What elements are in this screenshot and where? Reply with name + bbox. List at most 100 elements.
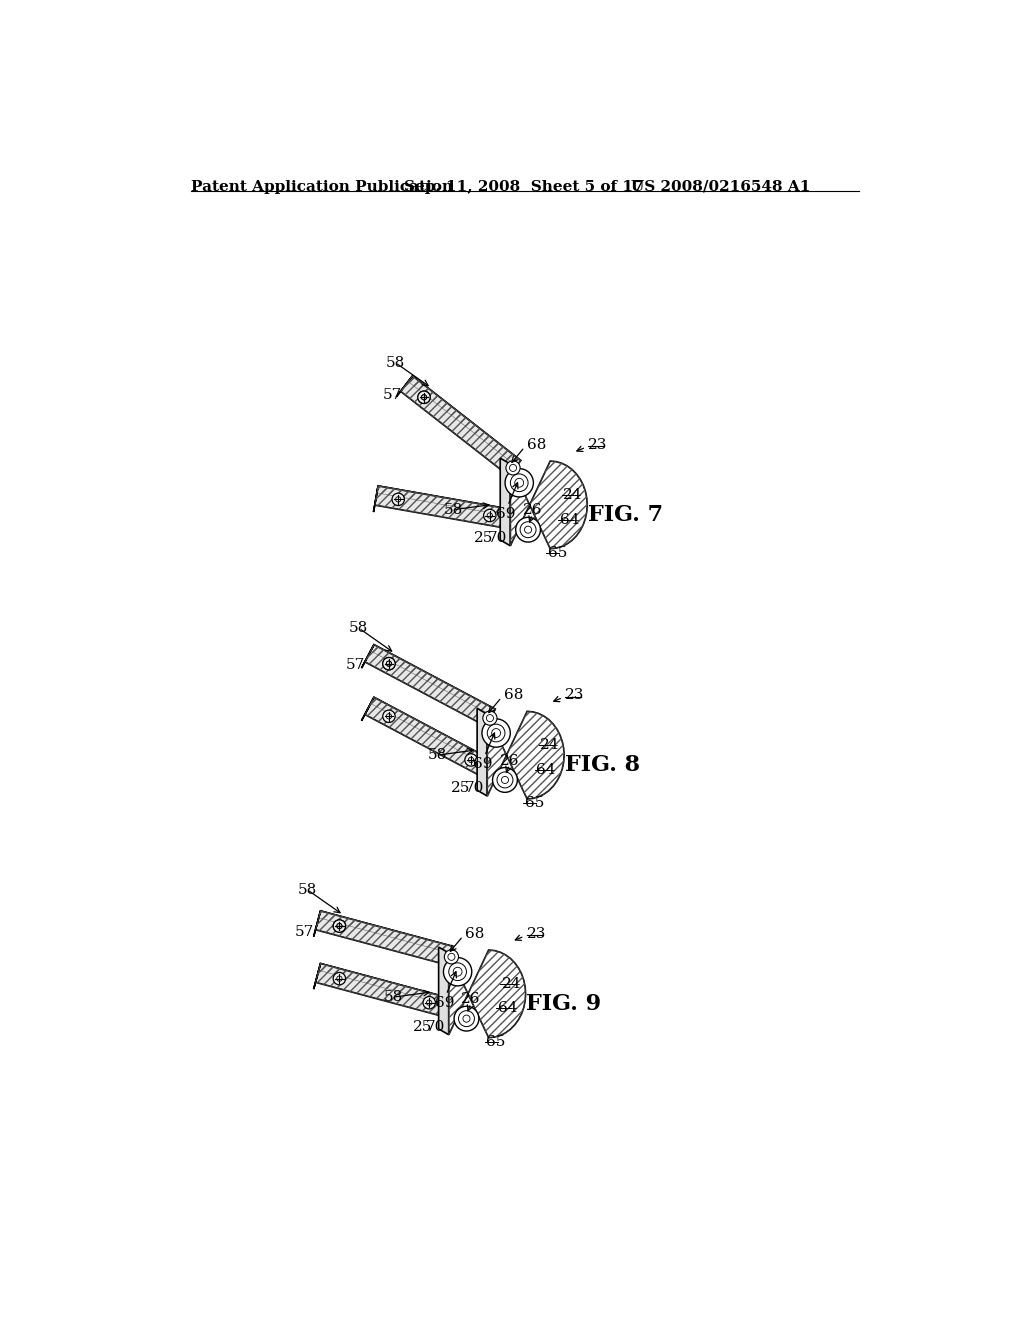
Circle shape (333, 920, 346, 932)
Polygon shape (313, 911, 321, 937)
Circle shape (487, 725, 505, 742)
Circle shape (423, 997, 435, 1008)
Circle shape (449, 962, 467, 981)
Polygon shape (365, 697, 496, 779)
Circle shape (383, 657, 395, 669)
Circle shape (486, 714, 494, 722)
Polygon shape (315, 964, 453, 1018)
Polygon shape (409, 376, 521, 466)
Text: 57: 57 (383, 388, 402, 403)
Text: 26: 26 (522, 503, 543, 517)
Polygon shape (361, 644, 374, 668)
Circle shape (505, 469, 534, 496)
Text: 23: 23 (565, 688, 585, 702)
Polygon shape (371, 697, 496, 768)
Text: 68: 68 (465, 927, 484, 941)
Text: 65: 65 (548, 545, 567, 560)
Text: FIG. 7: FIG. 7 (588, 504, 664, 525)
Text: 23: 23 (526, 927, 546, 941)
Polygon shape (438, 946, 449, 1035)
Text: 26: 26 (500, 754, 519, 768)
Circle shape (333, 920, 346, 932)
Text: US 2008/0216548 A1: US 2008/0216548 A1 (631, 180, 810, 194)
Circle shape (510, 474, 528, 491)
Text: 26: 26 (461, 993, 480, 1006)
Circle shape (418, 391, 430, 404)
Circle shape (520, 521, 536, 537)
Polygon shape (487, 711, 564, 799)
Polygon shape (501, 458, 510, 545)
Text: 58: 58 (298, 883, 316, 896)
Text: 68: 68 (527, 438, 547, 451)
Text: 69: 69 (434, 995, 454, 1010)
Circle shape (418, 391, 430, 404)
Circle shape (497, 772, 513, 788)
Polygon shape (365, 644, 496, 726)
Text: 64: 64 (559, 512, 579, 527)
Text: 25: 25 (413, 1020, 432, 1034)
Text: FIG. 9: FIG. 9 (526, 993, 602, 1015)
Text: 70: 70 (487, 531, 507, 545)
Circle shape (516, 517, 541, 543)
Polygon shape (361, 697, 374, 721)
Text: 57: 57 (295, 925, 313, 939)
Circle shape (463, 1015, 470, 1022)
Text: Patent Application Publication: Patent Application Publication (190, 180, 453, 194)
Circle shape (383, 657, 395, 669)
Circle shape (447, 953, 455, 961)
Polygon shape (510, 461, 587, 549)
Text: 24: 24 (563, 488, 583, 502)
Circle shape (454, 968, 462, 977)
Text: FIG. 8: FIG. 8 (565, 754, 640, 776)
Text: 58: 58 (384, 990, 402, 1005)
Text: 57: 57 (346, 657, 366, 672)
Text: 24: 24 (502, 977, 521, 991)
Text: 25: 25 (451, 781, 470, 795)
Text: 65: 65 (486, 1035, 506, 1048)
Polygon shape (318, 911, 453, 953)
Circle shape (510, 465, 516, 471)
Text: 58: 58 (386, 355, 404, 370)
Polygon shape (371, 644, 496, 715)
Text: 58: 58 (427, 748, 446, 762)
Polygon shape (396, 376, 413, 397)
Circle shape (459, 1011, 474, 1027)
Polygon shape (318, 964, 453, 1006)
Circle shape (454, 1006, 479, 1031)
Circle shape (502, 776, 509, 784)
Polygon shape (377, 486, 513, 516)
Text: 69: 69 (497, 507, 516, 520)
Text: 58: 58 (349, 622, 369, 635)
Text: 64: 64 (537, 763, 556, 776)
Circle shape (493, 767, 517, 792)
Text: Sep. 11, 2008  Sheet 5 of 17: Sep. 11, 2008 Sheet 5 of 17 (403, 180, 643, 194)
Text: 24: 24 (541, 738, 560, 752)
Text: 70: 70 (426, 1020, 445, 1034)
Circle shape (444, 950, 459, 964)
Text: 58: 58 (443, 503, 463, 516)
Text: 70: 70 (464, 781, 483, 795)
Circle shape (524, 527, 531, 533)
Circle shape (482, 719, 510, 747)
Polygon shape (477, 709, 487, 796)
Circle shape (392, 494, 404, 506)
Polygon shape (374, 486, 378, 512)
Text: 23: 23 (589, 438, 608, 451)
Circle shape (506, 461, 520, 475)
Text: 69: 69 (473, 756, 493, 771)
Circle shape (465, 754, 477, 766)
Circle shape (515, 478, 523, 487)
Polygon shape (449, 950, 525, 1038)
Circle shape (483, 711, 497, 725)
Circle shape (333, 973, 346, 985)
Circle shape (483, 510, 496, 521)
Text: 64: 64 (498, 1002, 517, 1015)
Circle shape (383, 710, 395, 722)
Circle shape (492, 729, 501, 738)
Text: 68: 68 (504, 688, 523, 702)
Polygon shape (315, 911, 453, 965)
Text: 25: 25 (474, 531, 494, 545)
Polygon shape (375, 486, 513, 529)
Polygon shape (313, 964, 321, 989)
Polygon shape (400, 376, 521, 475)
